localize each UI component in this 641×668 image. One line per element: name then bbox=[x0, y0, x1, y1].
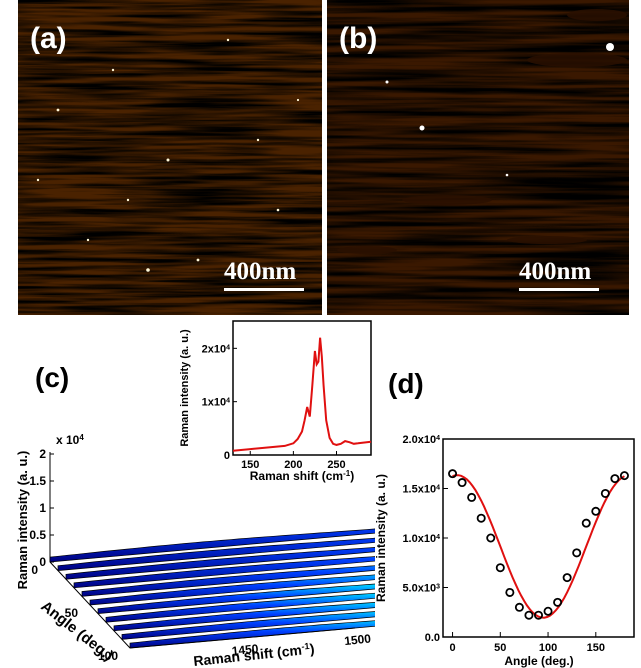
d-ylabel: Raman intensity (a. u.) bbox=[375, 474, 388, 602]
inset-ylabel: Raman intensity (a. u.) bbox=[179, 329, 191, 447]
waterfall-trace bbox=[121, 611, 375, 640]
afm-image-a: (a) 400nm bbox=[18, 0, 322, 315]
d-data-point bbox=[505, 587, 515, 597]
waterfall-trace bbox=[73, 556, 375, 589]
particles-a bbox=[36, 38, 300, 272]
inset-ytick-label: 1x104 bbox=[202, 397, 230, 409]
d-xlabel: Angle (deg.) bbox=[504, 654, 573, 668]
d-fit-line bbox=[452, 474, 625, 619]
waterfall-trace bbox=[105, 592, 375, 623]
panel-label-d: (d) bbox=[388, 368, 424, 399]
angle-tick-label: 0 bbox=[31, 563, 38, 577]
d-data-point bbox=[572, 548, 582, 558]
z-tick-label: 0 bbox=[39, 555, 46, 569]
d-data-point bbox=[619, 471, 629, 481]
d-data-point bbox=[514, 602, 524, 612]
scale-bar-b bbox=[519, 288, 599, 291]
d-ytick-label: 1.5x104 bbox=[402, 484, 440, 496]
z-tick-label: 0.5 bbox=[29, 528, 46, 542]
waterfall-chart: 00.511.52 x 104 14501500155016001650 050… bbox=[15, 433, 375, 668]
dark-voids-b bbox=[337, 9, 627, 254]
inset-series-line bbox=[232, 337, 372, 452]
shift-tick-label: 1500 bbox=[344, 631, 372, 648]
d-data-point bbox=[467, 492, 477, 502]
d-data-point bbox=[553, 597, 563, 607]
z-tick-label: 2 bbox=[39, 447, 46, 461]
d-xtick-label: 150 bbox=[587, 642, 605, 654]
d-xtick-label: 50 bbox=[494, 642, 506, 654]
angle-chart: 0 50 100 150 0.0 5.0x103 1.0x104 1.5x104 2.0x104… bbox=[375, 434, 635, 668]
d-data-point bbox=[486, 533, 496, 543]
shift-tick-label: 1450 bbox=[231, 641, 259, 658]
z-axis-ticks: 0 0.5 1 1.5 2 bbox=[29, 447, 54, 569]
scale-text-a: 400nm bbox=[224, 258, 297, 285]
angle-axis-ticks: 0 50 100 bbox=[31, 563, 118, 663]
waterfall-trace bbox=[113, 602, 375, 632]
waterfall-trace bbox=[97, 583, 375, 614]
d-axis-ticks: 0 50 100 150 0.0 5.0x103 1.0x104 1.5x104 2.0x104 bbox=[402, 434, 605, 654]
scale-text-b: 400nm bbox=[519, 258, 592, 285]
waterfall-trace bbox=[89, 574, 375, 606]
waterfall-trace bbox=[57, 537, 375, 571]
waterfall-trace bbox=[49, 528, 375, 563]
afm-texture-a bbox=[18, 0, 322, 315]
d-data-point bbox=[543, 606, 553, 616]
afm-texture-b bbox=[327, 0, 629, 315]
d-xtick-label: 0 bbox=[449, 642, 455, 654]
d-data-point bbox=[448, 469, 458, 479]
inset-ticks: 150 200 250 0 1x104 2x104 bbox=[202, 343, 346, 471]
angle-tick-label: 100 bbox=[98, 649, 118, 663]
d-data-point bbox=[581, 518, 591, 528]
panel-label-a: (a) bbox=[30, 22, 67, 55]
shift-axis-ticks: 14501500155016001650 bbox=[231, 631, 372, 658]
scale-bar-a bbox=[224, 288, 304, 291]
z-scale-note: x 104 bbox=[56, 433, 84, 448]
waterfall-trace bbox=[129, 620, 375, 649]
panel-label-b: (b) bbox=[339, 22, 378, 55]
base-plane-edges bbox=[49, 561, 356, 649]
d-data-point bbox=[476, 513, 486, 523]
d-ytick-label: 0.0 bbox=[425, 632, 440, 644]
panel-label-c: (c) bbox=[35, 362, 70, 393]
inset-ytick-label: 2x104 bbox=[202, 343, 230, 355]
inset-ytick-label: 0 bbox=[224, 450, 230, 462]
inset-xtick-label: 200 bbox=[284, 459, 302, 471]
d-data-point bbox=[610, 474, 620, 484]
d-data-point bbox=[495, 563, 505, 573]
inset-xtick-label: 150 bbox=[241, 459, 259, 471]
d-data-point bbox=[524, 610, 534, 620]
inset-xlabel: Raman shift (cm-1) bbox=[250, 469, 354, 484]
d-data-point bbox=[591, 506, 601, 516]
d-ytick-label: 2.0x104 bbox=[402, 434, 440, 446]
waterfall-trace bbox=[65, 547, 375, 580]
particles-b bbox=[385, 43, 614, 177]
d-ytick-label: 1.0x104 bbox=[402, 533, 440, 545]
waterfall-trace bbox=[81, 565, 375, 597]
d-data-point bbox=[562, 573, 572, 583]
z-tick-label: 1 bbox=[39, 501, 46, 515]
d-data-point bbox=[533, 610, 543, 620]
waterfall-ylabel: Raman intensity (a. u.) bbox=[15, 451, 30, 590]
d-ytick-label: 5.0x103 bbox=[402, 583, 440, 595]
d-data-point bbox=[457, 478, 467, 488]
d-data-point bbox=[600, 488, 610, 498]
d-points bbox=[448, 469, 629, 620]
inset-frame bbox=[232, 320, 372, 456]
d-frame bbox=[442, 438, 635, 638]
angle-tick-label: 50 bbox=[65, 606, 79, 620]
z-tick-label: 1.5 bbox=[29, 474, 46, 488]
afm-image-b: (b) 400nm bbox=[327, 0, 629, 315]
d-xtick-label: 100 bbox=[539, 642, 557, 654]
inset-xtick-label: 250 bbox=[327, 459, 345, 471]
waterfall-series bbox=[49, 528, 375, 649]
